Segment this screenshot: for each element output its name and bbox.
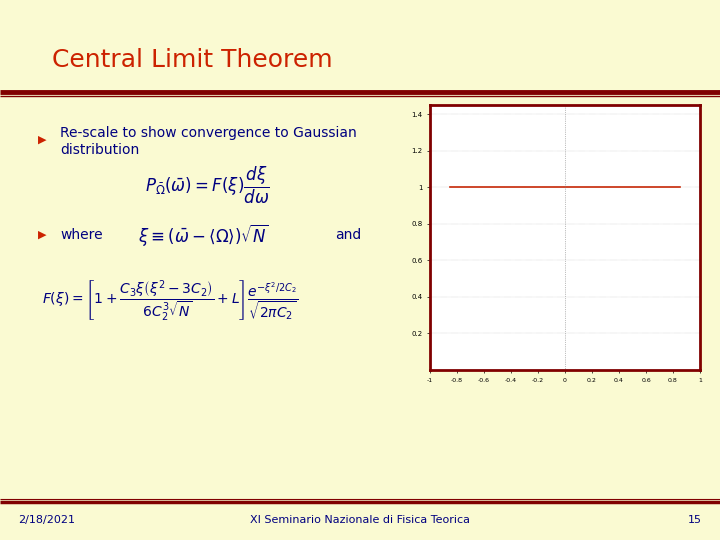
Text: Re-scale to show convergence to Gaussian: Re-scale to show convergence to Gaussian [60,126,356,140]
Text: Central Limit Theorem: Central Limit Theorem [52,48,333,72]
Text: and: and [335,228,361,242]
Text: 2/18/2021: 2/18/2021 [18,515,75,525]
Text: ▶: ▶ [38,230,47,240]
Text: where: where [60,228,103,242]
Text: $F(\xi)=\left[1+\dfrac{C_3\xi\left(\xi^2-3C_2\right)}{6C_2^3\sqrt{N}}+L\right]\d: $F(\xi)=\left[1+\dfrac{C_3\xi\left(\xi^2… [42,278,298,322]
Text: 15: 15 [688,515,702,525]
Text: ▶: ▶ [38,135,47,145]
Text: $\xi \equiv \left(\bar{\omega} - \langle\Omega\rangle\right)\sqrt{N}$: $\xi \equiv \left(\bar{\omega} - \langle… [138,222,269,248]
Text: $P_{\bar{\Omega}}\left(\bar{\omega}\right)= F\left(\xi\right)\dfrac{d\xi}{d\omeg: $P_{\bar{\Omega}}\left(\bar{\omega}\righ… [145,164,270,206]
Text: distribution: distribution [60,143,139,157]
Text: XI Seminario Nazionale di Fisica Teorica: XI Seminario Nazionale di Fisica Teorica [250,515,470,525]
